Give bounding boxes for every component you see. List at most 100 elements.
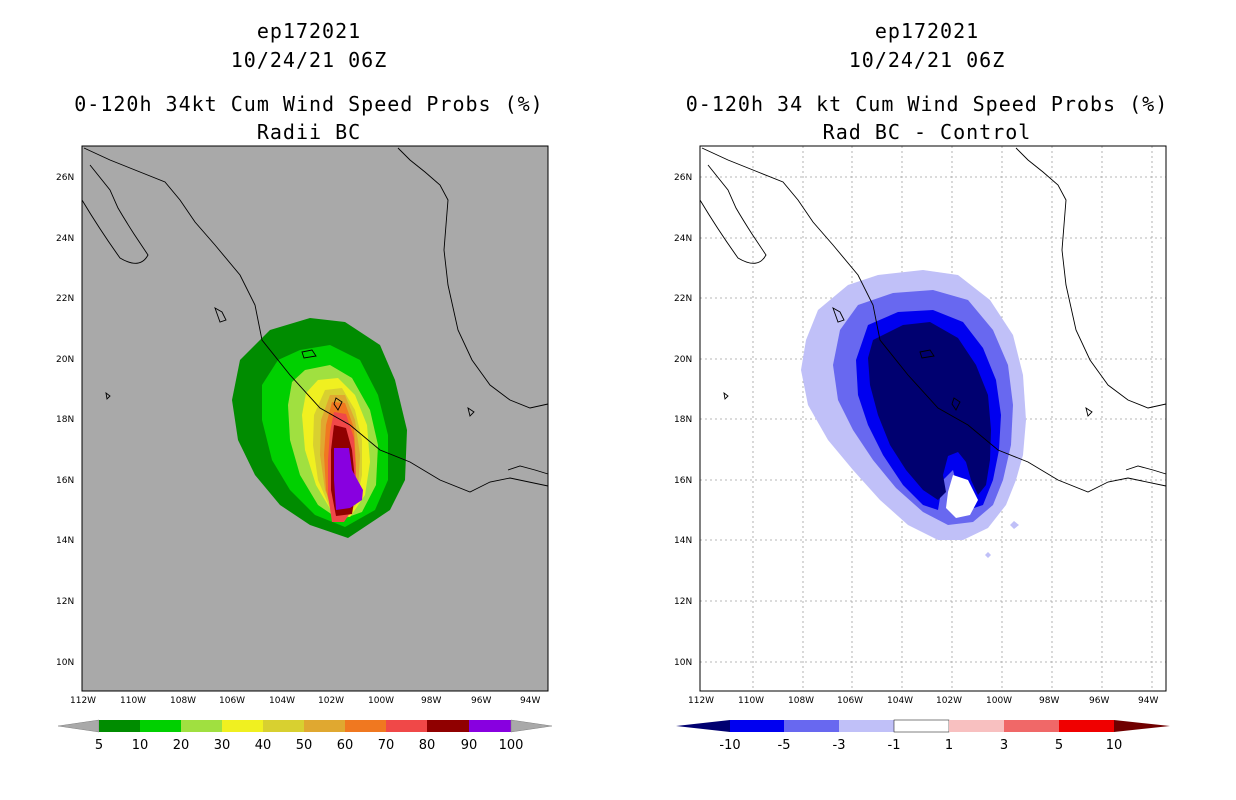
lat-label: 22N [674,294,692,304]
lon-label: 106W [837,696,863,706]
lon-label: 106W [219,696,245,706]
colorbar-swatch [1004,720,1059,732]
left-lat-labels: 26N 24N 22N 20N 18N 16N 14N 12N 10N [56,173,74,668]
lat-label: 12N [674,597,692,607]
right-lon-labels: 112W 110W 108W 106W 104W 102W 100W 98W 9… [688,696,1158,706]
left-coastline [81,147,549,493]
right-map: 26N 24N 22N 20N 18N 16N 14N 12N 10N 112W… [674,145,1170,753]
colorbar-label: 30 [214,738,231,753]
right-map-frame [699,145,1167,692]
colorbar-under-arrow [57,719,100,733]
lon-label: 94W [1138,696,1158,706]
lon-label: 110W [738,696,764,706]
colorbar-label: 10 [1106,738,1123,753]
lon-label: 108W [788,696,814,706]
colorbar-label: 70 [378,738,395,753]
colorbar-swatch [345,720,386,732]
lon-label: 112W [688,696,714,706]
lon-label: 96W [1089,696,1109,706]
colorbar-swatch [1059,720,1114,732]
lat-label: 16N [56,476,74,486]
colorbar-label: 50 [296,738,313,753]
colorbar-label: 5 [95,738,103,753]
lon-label: 104W [887,696,913,706]
left-title-storm-id: ep172021 [256,19,362,43]
colorbar-label: 10 [132,738,149,753]
colorbar-swatch [469,720,511,732]
colorbar-label: 5 [1055,738,1063,753]
colorbar-label: 40 [255,738,272,753]
colorbar-label: 3 [1000,738,1008,753]
lat-label: 10N [56,658,74,668]
lat-label: 26N [56,173,74,183]
right-title-product: 0-120h 34 kt Cum Wind Speed Probs (%) [685,92,1169,116]
left-panel: ep172021 10/24/21 06Z 0-120h 34kt Cum Wi… [56,19,553,753]
colorbar-swatch [784,720,839,732]
left-title-product: 0-120h 34kt Cum Wind Speed Probs (%) [74,92,544,116]
right-gridlines [700,146,1166,691]
left-title-subtitle: Radii BC [256,120,362,144]
right-coastline [699,147,1167,493]
lat-label: 18N [674,415,692,425]
lat-label: 20N [56,355,74,365]
contour-minus-1-fleck [1010,521,1019,529]
right-title-storm-id: ep172021 [874,19,980,43]
colorbar-label: 1 [945,738,953,753]
right-title-subtitle: Rad BC - Control [822,120,1032,144]
colorbar-over-arrow [1114,720,1170,732]
lon-label: 112W [70,696,96,706]
lon-label: 102W [936,696,962,706]
colorbar-swatch [730,720,784,732]
colorbar-label: -3 [833,738,846,753]
colorbar-swatch [386,720,427,732]
colorbar-over-arrow [510,719,553,733]
colorbar-swatch [263,720,304,732]
colorbar-label: 80 [419,738,436,753]
lat-label: 12N [56,597,74,607]
colorbar-swatch [839,720,894,732]
lat-label: 14N [56,536,74,546]
lon-label: 100W [368,696,394,706]
right-colorbar: -10 -5 -3 -1 1 3 5 10 [676,719,1170,753]
right-difference-contours [801,270,1026,558]
colorbar-swatch [140,720,181,732]
lat-label: 20N [674,355,692,365]
right-title-datetime: 10/24/21 06Z [848,48,1006,72]
lon-label: 94W [520,696,540,706]
contour-90 [334,448,363,510]
colorbar-label: 60 [337,738,354,753]
left-title-datetime: 10/24/21 06Z [230,48,388,72]
left-colorbar: 5 10 20 30 40 50 60 70 80 90 100 [57,719,553,753]
lon-label: 110W [120,696,146,706]
colorbar-swatch [427,720,469,732]
left-map: 26N 24N 22N 20N 18N 16N 14N 12N 10N 112W… [56,145,553,753]
left-map-frame [81,145,549,692]
contour-white-hole [946,475,978,518]
colorbar-swatch [304,720,345,732]
colorbar-swatch [893,719,950,733]
right-lat-labels: 26N 24N 22N 20N 18N 16N 14N 12N 10N [674,173,692,668]
lat-label: 24N [56,234,74,244]
lat-label: 16N [674,476,692,486]
right-panel: ep172021 10/24/21 06Z 0-120h 34 kt Cum W… [618,0,1236,800]
colorbar-label: 90 [461,738,478,753]
colorbar-under-arrow [676,720,730,732]
colorbar-swatch [181,720,222,732]
lon-label: 104W [269,696,295,706]
lon-label: 98W [421,696,441,706]
lat-label: 24N [674,234,692,244]
lat-label: 14N [674,536,692,546]
contour-minus-10 [868,322,991,500]
lat-label: 10N [674,658,692,668]
lon-label: 102W [318,696,344,706]
lon-label: 96W [471,696,491,706]
lat-label: 22N [56,294,74,304]
colorbar-label: -10 [719,738,740,753]
left-lon-labels: 112W 110W 108W 106W 104W 102W 100W 98W 9… [70,696,540,706]
colorbar-swatch [99,720,140,732]
colorbar-swatch [949,720,1004,732]
lat-label: 18N [56,415,74,425]
lon-label: 100W [986,696,1012,706]
contour-minus-1-fleck [985,552,991,558]
colorbar-label: -1 [888,738,901,753]
